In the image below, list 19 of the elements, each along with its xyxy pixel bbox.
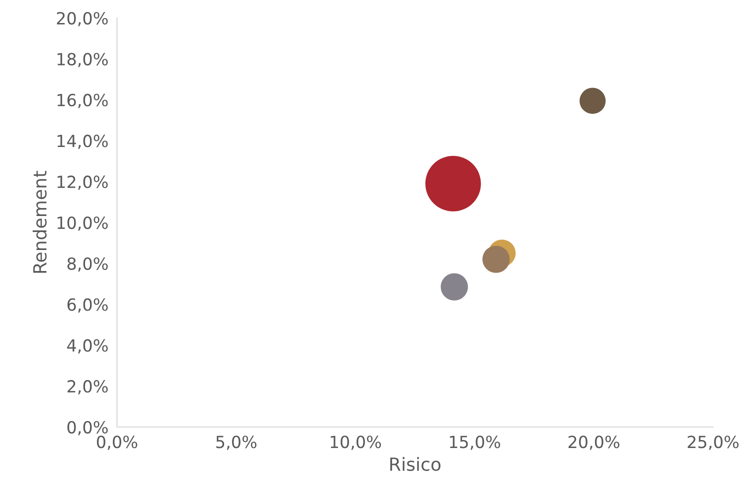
y-tick-label: 18,0% [58, 52, 108, 68]
y-tick-label: 20,0% [56, 12, 108, 26]
y-tick-label: 6,0% [67, 298, 108, 313]
y-tick-label: 10,0% [58, 216, 108, 231]
x-tick-label: 25,0% [688, 436, 739, 450]
y-tick-label: 2,0% [68, 380, 108, 394]
y-tick-label: 4,0% [67, 339, 108, 354]
x-tick-label: 10,0% [330, 436, 381, 450]
x-tick-label: 15,0% [450, 436, 500, 450]
y-tick-label: 0,0% [67, 420, 108, 436]
y-axis-title: Rendement [32, 170, 47, 273]
x-tick-label: 5,0% [216, 436, 256, 450]
x-tick-label: 0,0% [96, 436, 138, 450]
y-tick-label: 14,0% [58, 134, 108, 149]
x-tick-label: 20,0% [568, 436, 620, 450]
y-tick-label: 12,0% [58, 176, 108, 190]
y-tick-label: 16,0% [58, 94, 108, 108]
y-tick-label: 8,0% [67, 257, 108, 272]
x-axis-title: Risico [390, 457, 440, 471]
